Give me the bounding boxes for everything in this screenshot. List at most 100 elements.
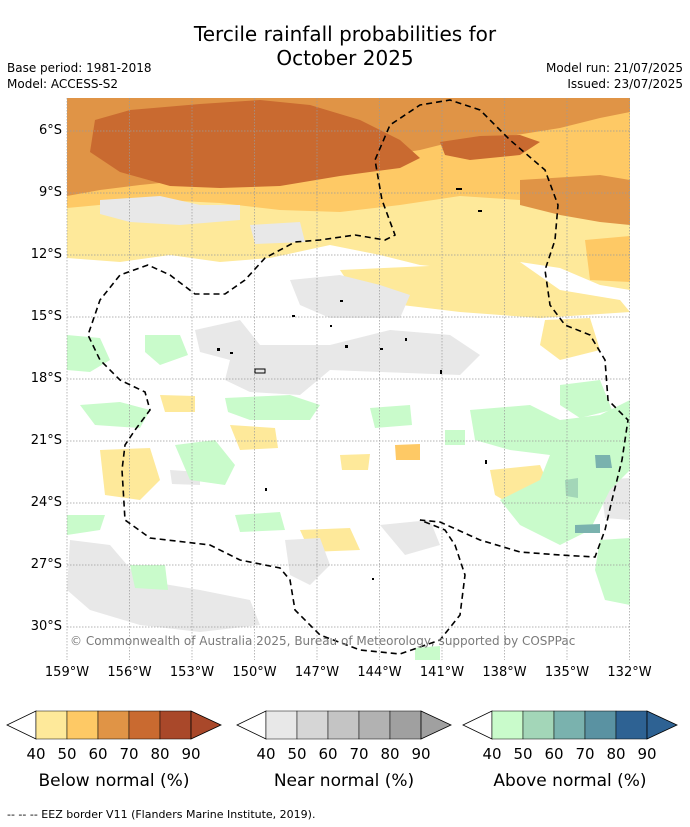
colorbar-tick-label: 70	[349, 745, 369, 763]
colorbar-tick-label: 70	[575, 745, 595, 763]
lat-tick-label: 9°S	[38, 185, 62, 200]
above-patch-12	[595, 455, 612, 468]
near-patch-6	[285, 538, 330, 585]
eez-footnote: -- -- -- EEZ border V11 (Flanders Marine…	[7, 808, 316, 821]
below-patch-8	[540, 318, 600, 360]
below-band-60b	[585, 236, 630, 282]
below-normal-layer	[67, 98, 630, 552]
above-patch-8	[595, 538, 630, 605]
lat-tick-label: 12°S	[30, 247, 62, 262]
lat-tick-label: 18°S	[30, 371, 62, 386]
above-patch-5	[175, 440, 235, 485]
eez-border	[87, 99, 629, 655]
meta-right: Model run: 21/07/2025 Issued: 23/07/2025	[546, 60, 683, 92]
colorbar-high-arrow	[190, 710, 222, 740]
above-patch-15	[415, 646, 440, 660]
above-patch-7	[470, 400, 630, 545]
colorbar-segment	[615, 710, 648, 740]
colorbar-tick-label: 70	[119, 745, 139, 763]
colorbar-tick-label: 40	[482, 745, 502, 763]
model-name: Model: ACCESS-S2	[7, 77, 119, 91]
near-patch-7	[380, 520, 440, 555]
colorbar-segment	[265, 710, 298, 740]
lon-tick-label: 132°W	[607, 665, 652, 680]
colorbar-low-arrow	[6, 710, 37, 740]
near-colorbar	[236, 710, 452, 740]
below-colorbar-title: Below normal (%)	[38, 771, 190, 791]
below-band-orange-right	[520, 175, 630, 225]
lon-tick-label: 147°W	[294, 665, 340, 680]
colorbar-tick-label: 50	[57, 745, 77, 763]
colorbar-segment	[296, 710, 329, 740]
colorbar-tick-label: 50	[513, 745, 533, 763]
islands	[217, 188, 487, 580]
colorbar-tick-label: 90	[181, 745, 201, 763]
lat-tick-label: 27°S	[30, 557, 62, 572]
colorbar-segment	[522, 710, 555, 740]
colorbar-tick-label: 90	[637, 745, 657, 763]
model-run: Model run: 21/07/2025	[545, 61, 683, 75]
colorbar-segment	[389, 710, 422, 740]
near-normal-layer	[67, 196, 630, 632]
lon-tick-label: 144°W	[357, 665, 402, 680]
below-colorbar	[6, 710, 222, 740]
colorbar-segment	[358, 710, 391, 740]
lon-tick-label: 153°W	[169, 665, 215, 680]
map-canvas	[66, 98, 630, 660]
colorbar-tick-label: 80	[606, 745, 626, 763]
colorbar-low-arrow	[236, 710, 267, 740]
lat-tick-label: 24°S	[30, 495, 62, 510]
lat-tick-label: 6°S	[38, 123, 62, 138]
colorbar-tick-label: 40	[256, 745, 276, 763]
lat-tick-label: 21°S	[30, 433, 62, 448]
near-patch-1	[100, 196, 240, 225]
above-colorbar-title: Above normal (%)	[493, 771, 647, 791]
above-patch-1	[67, 335, 110, 372]
copyright-notice: © Commonwealth of Australia 2025, Bureau…	[70, 634, 576, 648]
near-patch-3	[195, 320, 480, 395]
above-patch-3	[80, 402, 150, 428]
below-patch-7	[395, 444, 420, 460]
above-patch-10	[130, 565, 168, 590]
above-patch-13	[565, 478, 578, 498]
above-normal-layer	[67, 335, 630, 660]
colorbar-tick-label: 60	[318, 745, 338, 763]
colorbar-segment	[584, 710, 617, 740]
colorbar-tick-label: 60	[88, 745, 108, 763]
colorbar-segment	[35, 710, 68, 740]
colorbar-tick-label: 90	[411, 745, 431, 763]
lon-tick-label: 141°W	[419, 665, 465, 680]
above-patch-16	[445, 430, 465, 445]
lat-tick-label: 30°S	[30, 619, 62, 634]
below-patch-3	[230, 425, 278, 450]
below-band-80	[90, 100, 420, 188]
colorbar-low-arrow	[462, 710, 493, 740]
below-patch-5	[160, 395, 195, 412]
lon-tick-label: 135°W	[544, 665, 590, 680]
colorbar-segment	[553, 710, 586, 740]
above-patch-9	[67, 515, 105, 535]
colorbar-segment	[66, 710, 99, 740]
colorbar-tick-label: 60	[544, 745, 564, 763]
colorbar-high-arrow	[646, 710, 678, 740]
lon-tick-label: 138°W	[482, 665, 527, 680]
near-patch-2	[250, 222, 305, 244]
above-patch-6	[370, 405, 412, 428]
colorbar-tick-label: 80	[150, 745, 170, 763]
title-line-1: Tercile rainfall probabilities for	[193, 22, 497, 46]
colorbar-tick-label: 40	[26, 745, 46, 763]
below-patch-1	[100, 448, 160, 500]
gridlines	[66, 98, 630, 660]
above-patch-4	[225, 395, 320, 420]
meta-left: Base period: 1981-2018 Model: ACCESS-S2	[7, 60, 152, 92]
issued-date: Issued: 23/07/2025	[567, 77, 683, 91]
colorbar-tick-label: 80	[380, 745, 400, 763]
colorbar-segment	[327, 710, 360, 740]
lon-tick-label: 150°W	[232, 665, 277, 680]
above-patch-2	[145, 335, 188, 365]
below-patch-6	[340, 454, 370, 470]
colorbar-high-arrow	[420, 710, 452, 740]
title-line-2: October 2025	[276, 46, 414, 70]
colorbar-segment	[128, 710, 161, 740]
above-patch-14	[575, 524, 600, 533]
